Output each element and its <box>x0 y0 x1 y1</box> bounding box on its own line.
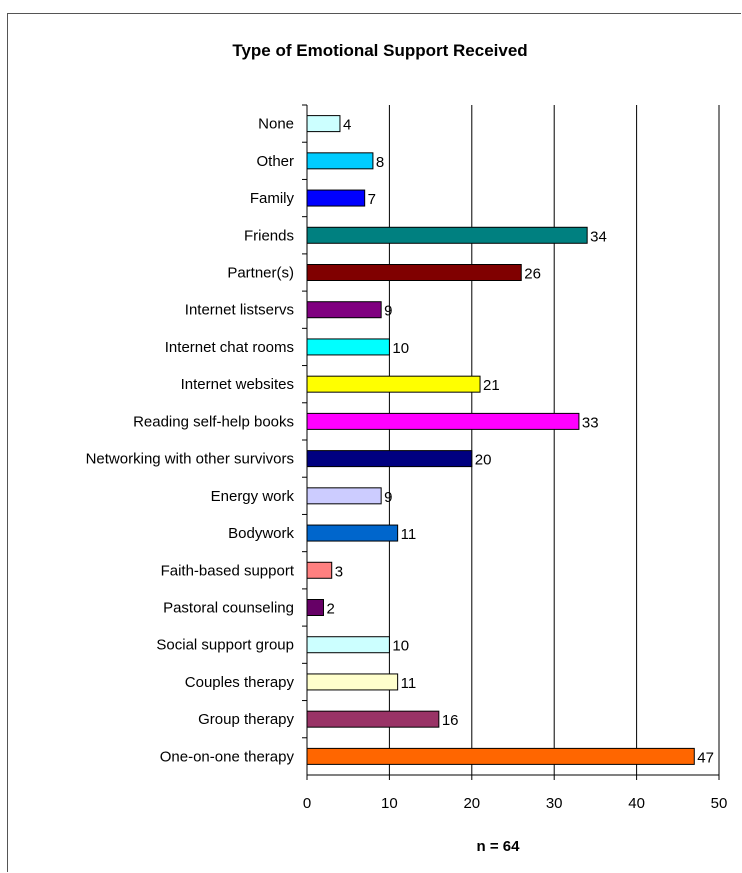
bar <box>306 264 522 281</box>
category-label: Reading self-help books <box>133 413 294 430</box>
data-label: 3 <box>335 563 343 580</box>
chart-frame <box>7 13 741 872</box>
category-label: Energy work <box>211 488 295 505</box>
bar <box>306 450 473 468</box>
data-label: 21 <box>483 377 500 394</box>
category-labels: None Other Family Friends Partner(s) Internet… <box>86 116 295 766</box>
bar <box>306 561 333 579</box>
x-tick-label: 50 <box>711 795 728 812</box>
data-label: 2 <box>326 601 334 618</box>
grid-lines <box>302 104 720 776</box>
data-label: 11 <box>401 526 417 543</box>
bar <box>306 412 580 430</box>
x-tick-label: 10 <box>381 795 398 812</box>
bar <box>306 375 481 393</box>
chart-title: Type of Emotional Support Received <box>232 41 527 60</box>
sample-size-label: n = 64 <box>477 838 521 855</box>
bar <box>306 636 390 654</box>
category-label: Friends <box>244 227 294 244</box>
data-label: 9 <box>384 489 392 506</box>
category-label: Couples therapy <box>185 674 295 691</box>
data-label: 10 <box>392 340 409 357</box>
data-label: 20 <box>475 452 492 469</box>
category-label: One-on-one therapy <box>160 748 295 765</box>
bar <box>306 524 399 542</box>
bars <box>306 115 695 765</box>
bar <box>306 747 695 765</box>
category-label: Networking with other survivors <box>86 451 294 468</box>
category-label: None <box>258 116 294 133</box>
category-label: Internet listservs <box>185 302 294 319</box>
bar <box>306 338 390 356</box>
bar <box>306 301 382 319</box>
bar <box>306 599 324 616</box>
category-label: Group therapy <box>198 711 294 728</box>
x-tick-label: 30 <box>546 795 563 812</box>
category-label: Other <box>256 153 294 170</box>
data-label: 11 <box>401 675 417 692</box>
category-label: Pastoral counseling <box>163 600 294 617</box>
data-label: 4 <box>343 117 351 134</box>
data-label: 26 <box>524 266 541 283</box>
data-label: 16 <box>442 712 459 729</box>
category-label: Faith-based support <box>161 562 295 579</box>
data-label: 7 <box>368 191 376 208</box>
x-axis-ticks: 0 10 20 30 40 50 <box>303 775 728 812</box>
data-label: 33 <box>582 414 599 431</box>
bar <box>306 487 382 505</box>
x-tick-label: 0 <box>303 795 311 812</box>
x-tick-label: 20 <box>463 795 480 812</box>
category-label: Family <box>250 190 295 207</box>
category-label: Internet websites <box>181 376 294 393</box>
data-labels: 4 8 7 34 26 9 10 21 33 20 9 11 3 2 10 11 16 47 <box>326 117 713 767</box>
category-label: Bodywork <box>228 525 294 542</box>
data-label: 34 <box>590 228 607 245</box>
data-label: 8 <box>376 154 384 171</box>
x-tick-label: 40 <box>628 795 645 812</box>
category-label: Social support group <box>156 637 294 654</box>
data-label: 47 <box>697 749 714 766</box>
bar <box>306 226 588 244</box>
data-label: 9 <box>384 303 392 320</box>
bar <box>306 189 366 207</box>
bar <box>306 152 374 170</box>
bar <box>306 710 440 728</box>
bar <box>306 115 341 133</box>
data-label: 10 <box>392 638 409 655</box>
category-label: Partner(s) <box>227 265 294 282</box>
bar <box>306 673 399 691</box>
category-label: Internet chat rooms <box>165 339 294 356</box>
